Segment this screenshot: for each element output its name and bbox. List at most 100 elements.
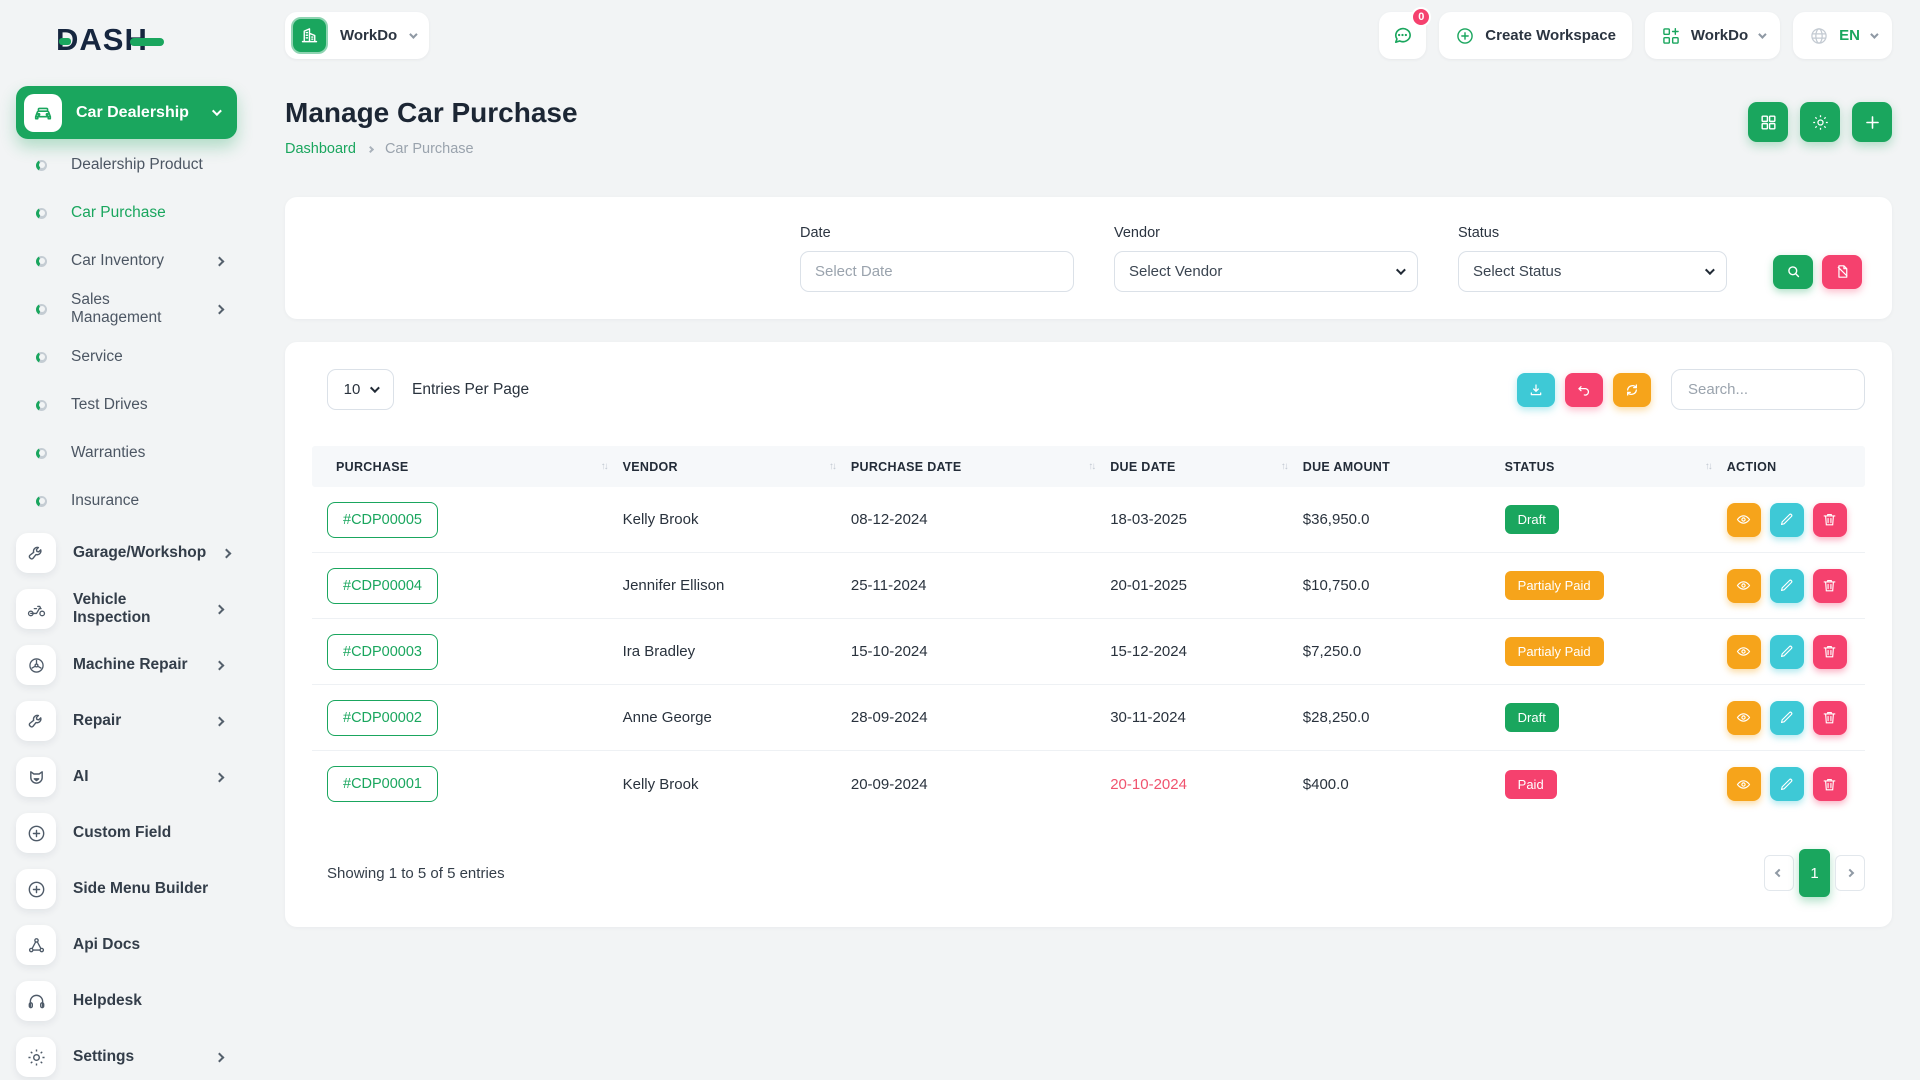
due-amount-cell: $400.0 xyxy=(1302,775,1349,793)
plus-circle-icon xyxy=(1457,27,1474,44)
sidebar-item-side-menu-builder[interactable]: Side Menu Builder xyxy=(0,861,253,917)
car-icon xyxy=(24,93,62,132)
row-actions xyxy=(1726,568,1865,603)
sidebar-item-repair[interactable]: Repair xyxy=(0,693,253,749)
sidebar-item-test-drives[interactable]: Test Drives xyxy=(0,381,253,429)
wrench-icon xyxy=(16,533,56,573)
pencil-icon xyxy=(1781,579,1793,592)
settings-button[interactable] xyxy=(1800,102,1840,142)
view-button[interactable] xyxy=(1726,767,1761,801)
sidebar-item-garage-workshop[interactable]: Garage/Workshop xyxy=(0,525,253,581)
date-filter-input[interactable] xyxy=(800,250,1074,292)
due-amount-cell: $28,250.0 xyxy=(1302,709,1370,726)
create-workspace-button[interactable]: Create Workspace xyxy=(1439,12,1632,59)
column-header-status[interactable]: STATUS ↑↓ xyxy=(1504,459,1713,474)
brand-logo[interactable]: DASH xyxy=(56,22,164,58)
language-dropdown[interactable]: EN xyxy=(1793,12,1892,59)
search-icon xyxy=(1787,266,1799,278)
vendor-filter-select[interactable]: Select Vendor xyxy=(1114,250,1418,292)
column-header-action[interactable]: ACTION xyxy=(1726,459,1777,474)
sidebar-item-car-inventory[interactable]: Car Inventory xyxy=(0,237,253,285)
edit-button[interactable] xyxy=(1769,502,1804,537)
edit-button[interactable] xyxy=(1769,767,1804,801)
sidebar-group-car-dealership[interactable]: Car Dealership xyxy=(16,86,237,139)
delete-button[interactable] xyxy=(1812,767,1847,801)
search-input[interactable] xyxy=(1671,369,1865,410)
status-badge: Draft xyxy=(1504,703,1559,732)
column-header-due-amount[interactable]: DUE AMOUNT xyxy=(1302,459,1391,474)
sidebar-item-dealership-product[interactable]: Dealership Product xyxy=(0,141,253,189)
vendor-cell: Kelly Brook xyxy=(622,775,699,793)
workspace-dropdown[interactable]: WorkDo xyxy=(1644,12,1781,59)
delete-button[interactable] xyxy=(1812,502,1847,537)
purchase-id-link[interactable]: #CDP00001 xyxy=(327,766,438,802)
delete-button[interactable] xyxy=(1812,700,1847,735)
view-button[interactable] xyxy=(1726,634,1761,669)
trash-icon xyxy=(1823,778,1836,790)
entries-per-page-select[interactable]: 10 xyxy=(327,369,394,410)
sort-icon[interactable]: ↑↓ xyxy=(1704,461,1713,472)
prev-page-button[interactable] xyxy=(1764,855,1794,891)
sidebar-item-settings[interactable]: Settings xyxy=(0,1029,253,1080)
sidebar-item-vehicle-inspection[interactable]: Vehicle Inspection xyxy=(0,581,253,637)
status-filter-select[interactable]: Select Status xyxy=(1458,250,1727,292)
view-button[interactable] xyxy=(1726,700,1761,735)
chevron-down-icon xyxy=(1758,29,1767,39)
column-header-vendor[interactable]: VENDOR ↑↓ xyxy=(622,459,837,474)
edit-button[interactable] xyxy=(1769,700,1804,735)
grid-view-button[interactable] xyxy=(1748,102,1788,142)
circle-bullet-icon xyxy=(36,351,47,363)
sort-icon[interactable]: ↑↓ xyxy=(828,461,837,472)
main-area: WorkDo 0 Create Workspace xyxy=(253,0,1920,1080)
breadcrumb-current: Car Purchase xyxy=(384,141,474,157)
sidebar-item-car-purchase[interactable]: Car Purchase xyxy=(0,189,253,237)
purchase-id-link[interactable]: #CDP00004 xyxy=(327,567,438,604)
sort-icon[interactable]: ↑↓ xyxy=(1088,461,1096,472)
chevron-right-icon xyxy=(214,660,225,670)
refresh-button[interactable] xyxy=(1613,372,1651,407)
apply-filter-button[interactable] xyxy=(1773,254,1813,289)
breadcrumb-dashboard-link[interactable]: Dashboard xyxy=(285,141,356,157)
circle-bullet-icon xyxy=(36,303,47,315)
clear-filter-button[interactable] xyxy=(1822,254,1862,289)
sidebar-item-insurance[interactable]: Insurance xyxy=(0,477,253,525)
sidebar-item-api-docs[interactable]: Api Docs xyxy=(0,917,253,973)
delete-button[interactable] xyxy=(1812,634,1847,669)
sort-icon[interactable]: ↑↓ xyxy=(600,461,609,472)
sort-icon[interactable]: ↑↓ xyxy=(1280,461,1289,472)
workspace-switcher[interactable]: WorkDo xyxy=(285,12,430,59)
sidebar-item-helpdesk[interactable]: Helpdesk xyxy=(0,973,253,1029)
next-page-button[interactable] xyxy=(1835,855,1865,891)
edit-button[interactable] xyxy=(1769,634,1804,669)
purchase-id-link[interactable]: #CDP00005 xyxy=(327,501,438,538)
messages-button[interactable]: 0 xyxy=(1379,7,1432,59)
column-header-purchase-date[interactable]: PURCHASE DATE ↑↓ xyxy=(850,459,1096,474)
trash-icon xyxy=(1823,579,1836,592)
page-1-button[interactable]: 1 xyxy=(1799,849,1830,897)
sidebar-item-machine-repair[interactable]: Machine Repair xyxy=(0,637,253,693)
undo-icon xyxy=(1578,385,1590,396)
row-actions xyxy=(1726,767,1865,801)
sidebar-item-sales-management[interactable]: Sales Management xyxy=(0,285,253,333)
column-header-purchase[interactable]: PURCHASE ↑↓ xyxy=(336,459,609,474)
export-button[interactable] xyxy=(1517,372,1555,407)
sidebar-item-service[interactable]: Service xyxy=(0,333,253,381)
view-button[interactable] xyxy=(1726,568,1761,603)
purchase-id-link[interactable]: #CDP00002 xyxy=(327,699,438,736)
purchase-date-cell: 15-10-2024 xyxy=(850,643,928,660)
filter-buttons xyxy=(1773,228,1862,289)
delete-button[interactable] xyxy=(1812,568,1847,603)
due-date-cell: 18-03-2025 xyxy=(1110,511,1187,528)
sidebar-item-custom-field[interactable]: Custom Field xyxy=(0,805,253,861)
view-button[interactable] xyxy=(1726,502,1761,537)
sidebar-item-ai[interactable]: AI xyxy=(0,749,253,805)
edit-button[interactable] xyxy=(1769,568,1804,603)
add-button[interactable] xyxy=(1852,102,1892,142)
vendor-filter-value: Select Vendor xyxy=(1129,262,1223,280)
purchase-id-link[interactable]: #CDP00003 xyxy=(327,633,438,670)
undo-button[interactable] xyxy=(1565,372,1603,407)
sidebar-item-warranties[interactable]: Warranties xyxy=(0,429,253,477)
column-header-due-date[interactable]: DUE DATE ↑↓ xyxy=(1110,459,1289,474)
eye-icon xyxy=(1737,515,1751,524)
table-header: PURCHASE ↑↓ VENDOR ↑↓ PURCHASE DATE ↑↓ D… xyxy=(312,446,1865,487)
